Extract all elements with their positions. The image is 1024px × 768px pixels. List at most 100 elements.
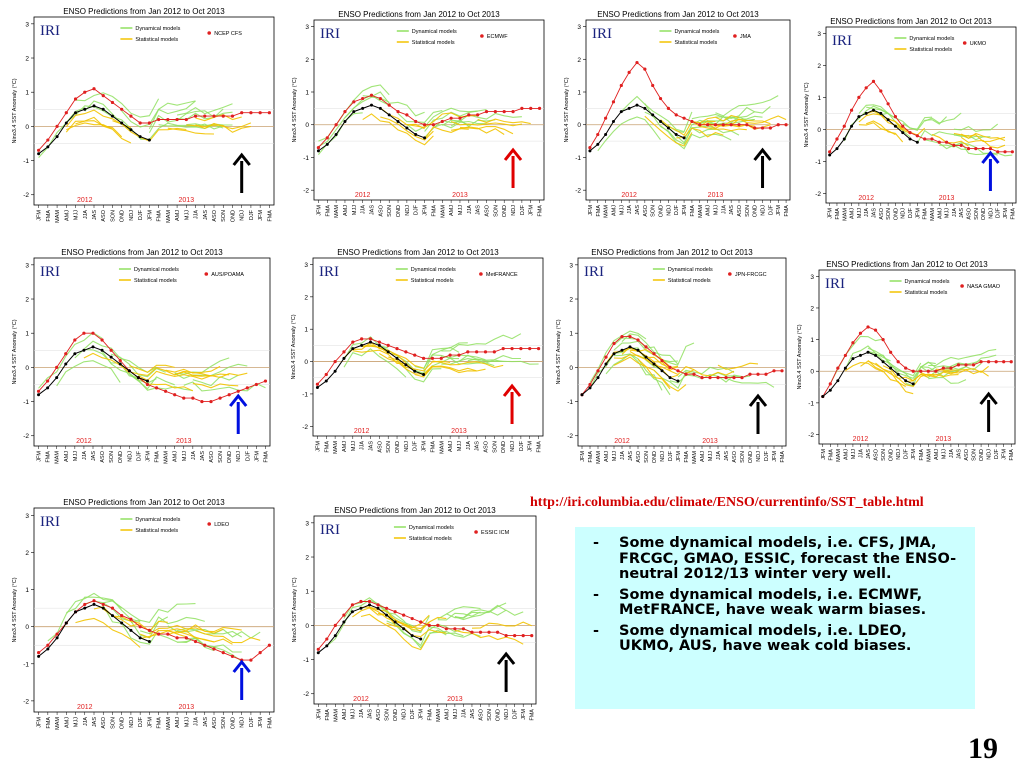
highlight-model-point: [352, 100, 356, 104]
x-tick-label: FMA: [155, 451, 161, 463]
legend-dynamical-label: Dynamical models: [909, 36, 954, 42]
highlight-model-point: [402, 613, 406, 617]
x-tick-label: SON: [740, 451, 746, 463]
x-tick-label: JFM: [528, 441, 534, 452]
highlight-model-point: [537, 106, 542, 110]
x-tick-label: ASO: [101, 716, 107, 728]
highlight-model-point: [987, 360, 991, 364]
observed-point: [612, 352, 616, 356]
statistical-model-line: [138, 370, 212, 382]
dynamical-model-line: [437, 611, 481, 621]
legend-statistical-label: Statistical models: [909, 47, 952, 53]
x-tick-label: JFM: [145, 451, 151, 462]
statistical-model-line: [644, 115, 693, 147]
x-tick-label: OND: [227, 451, 233, 463]
y-tick-label: 0: [569, 365, 573, 372]
highlight-model-point: [101, 94, 105, 98]
x-tick-label: ASO: [732, 450, 738, 462]
x-tick-label: OND: [396, 205, 402, 217]
highlight-model-point: [175, 636, 179, 640]
dynamical-model-line: [437, 606, 481, 620]
highlight-model-point: [492, 350, 496, 354]
legend-model-swatch: [960, 284, 964, 288]
x-tick-label: JJA: [864, 208, 870, 218]
highlight-model-point: [893, 115, 898, 119]
highlight-model-point: [979, 360, 983, 364]
highlight-model-point: [414, 119, 418, 124]
highlight-model-point: [740, 376, 744, 380]
legend-dynamical-label: Dynamical models: [134, 267, 179, 273]
legend-model-swatch: [204, 272, 209, 276]
highlight-model-point: [674, 113, 678, 117]
legend-model-swatch: [207, 522, 211, 526]
x-tick-label: JFM: [682, 205, 688, 216]
chart-panel-essic-icm: ENSO Predictions from Jan 2012 to Oct 20…: [288, 504, 542, 744]
highlight-model-point: [91, 331, 95, 335]
x-tick-label: MAM: [926, 449, 932, 462]
highlight-model-point: [611, 100, 616, 104]
highlight-model-point: [350, 603, 355, 607]
observed-point: [588, 386, 592, 390]
highlight-model-point: [453, 627, 457, 631]
observed-point: [333, 634, 337, 638]
enso-chart-ecmwf: ENSO Predictions from Jan 2012 to Oct 20…: [292, 10, 545, 218]
x-tick-label: OND: [979, 449, 985, 461]
arrow-head: [979, 391, 998, 405]
highlight-model-point: [46, 379, 50, 383]
x-tick-label: MJJ: [73, 451, 79, 461]
x-tick-label: MJJ: [857, 208, 863, 218]
x-tick-label: ASO: [377, 440, 383, 452]
highlight-model-point: [129, 114, 133, 118]
x-tick-label: DJF: [138, 716, 144, 727]
statistical-model-line: [380, 116, 434, 141]
highlight-model-point: [316, 647, 320, 651]
x-tick-label: FMA: [263, 451, 269, 463]
x-tick-label: AMJ: [343, 205, 349, 216]
statistical-model-line: [637, 358, 687, 392]
x-tick-label: MAM: [166, 210, 172, 223]
statistical-model-line: [699, 125, 747, 132]
legend-dynamical-label: Dynamical models: [674, 29, 719, 35]
highlight-model-point: [504, 634, 508, 638]
highlight-model-point: [828, 150, 832, 154]
x-tick-label: MAM: [333, 709, 339, 722]
chart-panel-ukmo: ENSO Predictions from Jan 2012 to Oct 20…: [800, 15, 1022, 243]
x-tick-label: AMJ: [444, 709, 450, 720]
highlight-model-point: [901, 124, 905, 128]
chart-panel-aus-poama: ENSO Predictions from Jan 2012 to Oct 20…: [8, 246, 276, 486]
statistical-model-line: [195, 630, 261, 644]
highlight-model-point: [756, 372, 760, 376]
x-tick-label: AMJ: [342, 441, 348, 452]
y-tick-label: 1: [304, 327, 308, 334]
highlight-model-point: [384, 606, 389, 610]
x-tick-label: MAM: [55, 451, 61, 464]
highlight-model-point: [227, 393, 231, 397]
highlight-model-point: [784, 123, 788, 127]
y-tick-label: -1: [303, 155, 309, 162]
year-label-2013: 2013: [179, 197, 195, 204]
x-tick-label: FMA: [828, 449, 834, 461]
dynamical-model-line: [102, 605, 160, 645]
x-tick-label: ASO: [479, 708, 485, 720]
observed-point: [858, 353, 862, 357]
observed-point: [73, 352, 77, 356]
highlight-model-point: [157, 117, 161, 122]
highlight-model-point: [193, 114, 198, 118]
x-tick-label: DJF: [674, 204, 680, 215]
highlight-model-point: [83, 90, 87, 94]
observed-point: [651, 113, 655, 117]
y-tick-label: -1: [302, 391, 308, 398]
legend-statistical-label: Statistical models: [905, 290, 948, 296]
legend-model-swatch: [480, 34, 484, 38]
legend-model-metfrance: MetFRANCE: [486, 272, 518, 278]
y-tick-label: 1: [305, 589, 309, 596]
statistical-model-line: [960, 136, 1006, 149]
highlight-model-point: [64, 111, 68, 115]
highlight-model-point: [386, 343, 390, 347]
observed-point: [83, 606, 87, 610]
source-url[interactable]: http://iri.columbia.edu/climate/ENSO/cur…: [530, 495, 924, 510]
x-tick-label: FMA: [157, 717, 163, 729]
observed-point: [74, 610, 78, 614]
highlight-model-point: [249, 658, 253, 662]
x-tick-label: MAM: [439, 441, 445, 454]
